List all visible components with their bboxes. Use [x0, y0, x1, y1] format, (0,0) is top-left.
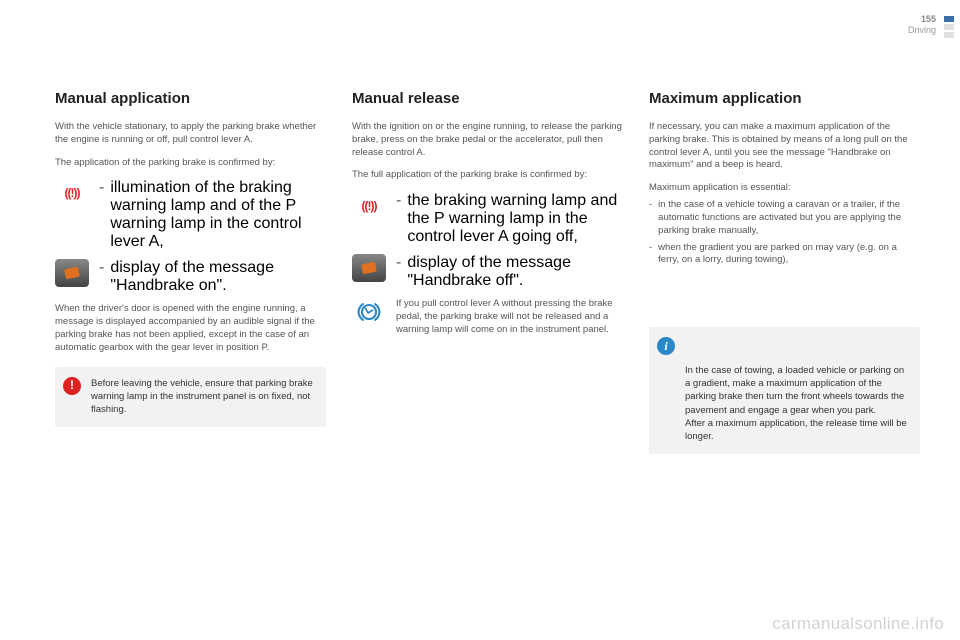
col-manual-application: Manual application With the vehicle stat…: [55, 90, 326, 454]
info-icon: i: [657, 337, 675, 355]
section-label: Driving: [908, 25, 936, 36]
col1-p1: With the vehicle stationary, to apply th…: [55, 121, 326, 147]
col1-note-text: Before leaving the vehicle, ensure that …: [91, 378, 313, 416]
col1-row2-text: display of the message "Handbrake on".: [110, 259, 326, 295]
col1-warning-note: ! Before leaving the vehicle, ensure tha…: [55, 367, 326, 427]
col3-p1: If necessary, you can make a maximum app…: [649, 121, 920, 172]
section-indicator: [944, 16, 954, 40]
col2-row2-text: display of the message "Handbrake off".: [407, 254, 623, 290]
col3-title: Maximum application: [649, 90, 920, 107]
service-icon: [352, 298, 386, 326]
content-columns: Manual application With the vehicle stat…: [55, 90, 920, 454]
col2-row1-text: the braking warning lamp and the P warni…: [407, 192, 623, 246]
warning-icon: !: [63, 377, 81, 395]
col1-p3: When the driver's door is opened with th…: [55, 303, 326, 354]
col3-info-note: i In the case of towing, a loaded vehicl…: [649, 327, 920, 453]
col3-note-text: In the case of towing, a loaded vehicle …: [685, 365, 907, 442]
page-number: 155: [908, 14, 936, 25]
col2-service-text: If you pull control lever A without pres…: [396, 298, 623, 336]
col2-title: Manual release: [352, 90, 623, 107]
col2-p2: The full application of the parking brak…: [352, 169, 623, 182]
watermark: carmanualsonline.info: [772, 614, 944, 634]
brake-warning-icon: [55, 179, 89, 207]
col2-p1: With the ignition on or the engine runni…: [352, 121, 623, 159]
brake-warning-icon: [352, 192, 386, 220]
dashboard-display-icon: [55, 259, 89, 287]
col2-row-display: display of the message "Handbrake off".: [352, 254, 623, 290]
page-header: 155 Driving: [908, 14, 936, 36]
col3-li2: when the gradient you are parked on may …: [658, 242, 920, 268]
col1-row-display: display of the message "Handbrake on".: [55, 259, 326, 295]
col-manual-release: Manual release With the ignition on or t…: [352, 90, 623, 454]
col1-title: Manual application: [55, 90, 326, 107]
col2-row-brake: the braking warning lamp and the P warni…: [352, 192, 623, 246]
col1-row1-text: illumination of the braking warning lamp…: [110, 179, 326, 251]
col1-row-brake: illumination of the braking warning lamp…: [55, 179, 326, 251]
col3-list: in the case of a vehicle towing a carava…: [649, 199, 920, 267]
col1-p2: The application of the parking brake is …: [55, 157, 326, 170]
col-maximum-application: Maximum application If necessary, you ca…: [649, 90, 920, 454]
col3-li1: in the case of a vehicle towing a carava…: [658, 199, 920, 237]
col3-p2: Maximum application is essential:: [649, 182, 920, 195]
dashboard-display-icon: [352, 254, 386, 282]
col2-row-service: If you pull control lever A without pres…: [352, 298, 623, 336]
manual-page: 155 Driving Manual application With the …: [0, 0, 960, 640]
